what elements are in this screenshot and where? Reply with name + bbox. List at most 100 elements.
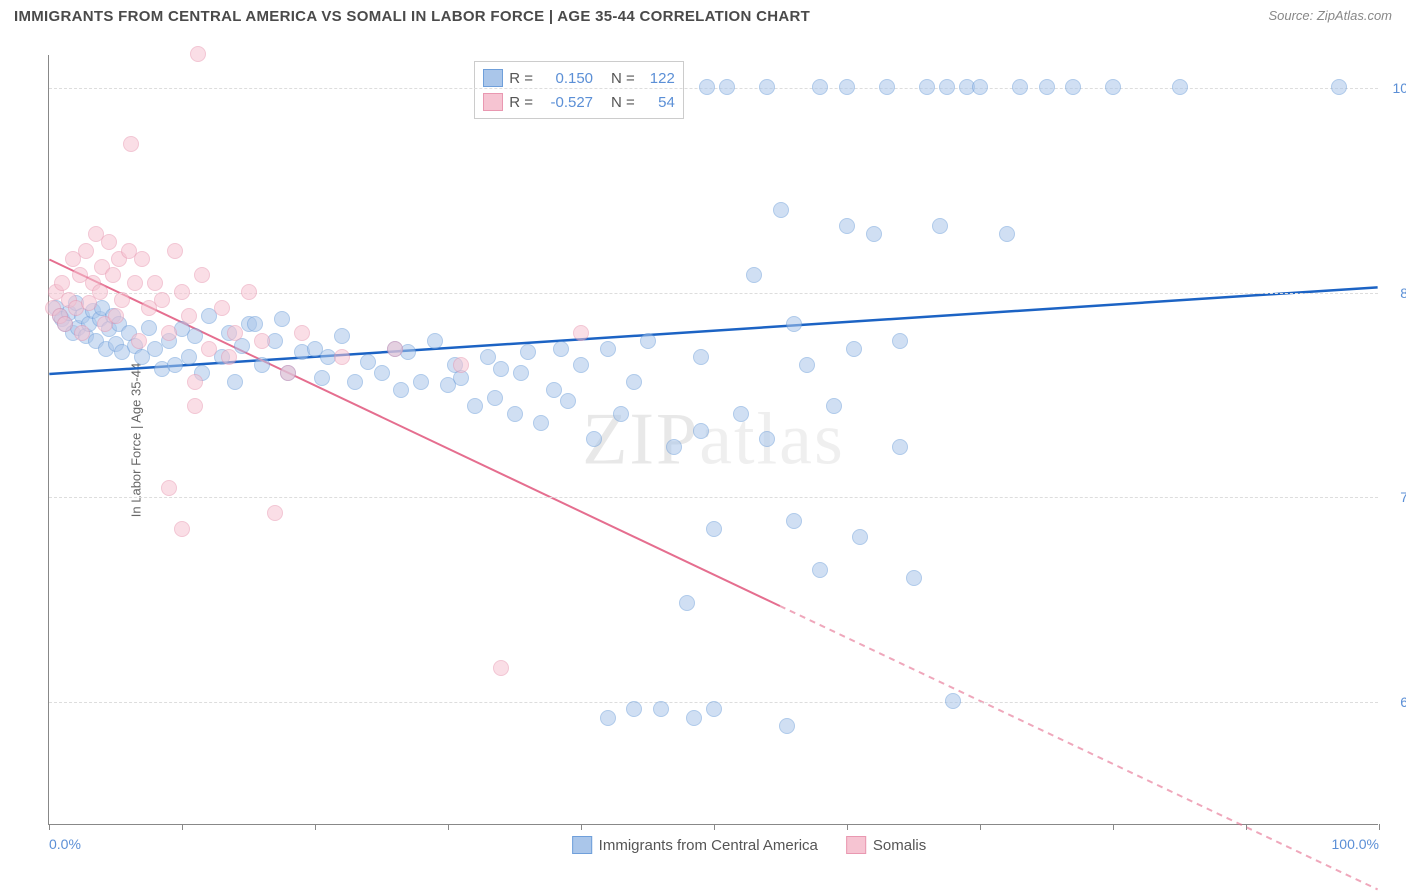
scatter-point [939,79,955,95]
y-tick-label: 62.5% [1400,694,1406,710]
scatter-point [187,328,203,344]
scatter-point [493,660,509,676]
scatter-point [241,284,257,300]
scatter-point [108,308,124,324]
chart-header: IMMIGRANTS FROM CENTRAL AMERICA VS SOMAL… [0,0,1406,25]
scatter-point [101,234,117,250]
scatter-point [227,374,243,390]
scatter-point [294,325,310,341]
scatter-point [892,333,908,349]
scatter-point [347,374,363,390]
stat-label: R = [509,94,533,111]
scatter-point [1039,79,1055,95]
scatter-point [773,202,789,218]
scatter-point [187,398,203,414]
scatter-point [733,406,749,422]
scatter-point [393,382,409,398]
scatter-point [560,393,576,409]
scatter-point [600,710,616,726]
x-tick [448,824,449,830]
scatter-point [699,79,715,95]
scatter-point [679,595,695,611]
scatter-point [1012,79,1028,95]
scatter-point [553,341,569,357]
scatter-point [334,349,350,365]
scatter-point [467,398,483,414]
scatter-point [759,431,775,447]
scatter-point [666,439,682,455]
plot-area: In Labor Force | Age 35-44 ZIPatlas R =0… [48,55,1378,825]
scatter-point [413,374,429,390]
scatter-point [573,325,589,341]
scatter-point [57,316,73,332]
scatter-point [360,354,376,370]
x-tick [847,824,848,830]
scatter-point [812,562,828,578]
scatter-point [227,325,243,341]
scatter-point [78,243,94,259]
chart-source: Source: ZipAtlas.com [1268,8,1392,23]
scatter-point [427,333,443,349]
scatter-point [254,357,270,373]
scatter-point [487,390,503,406]
scatter-point [839,79,855,95]
stats-row: R =-0.527N =54 [483,90,675,114]
x-tick [980,824,981,830]
scatter-point [254,333,270,349]
scatter-point [945,693,961,709]
scatter-point [131,333,147,349]
scatter-point [105,267,121,283]
series-swatch [483,93,503,111]
scatter-point [719,79,735,95]
legend-swatch [572,836,592,854]
scatter-point [147,275,163,291]
series-swatch [483,69,503,87]
scatter-point [92,284,108,300]
scatter-point [161,480,177,496]
stat-label: N = [611,70,635,87]
scatter-point [786,316,802,332]
chart-title: IMMIGRANTS FROM CENTRAL AMERICA VS SOMAL… [14,8,810,25]
scatter-point [1105,79,1121,95]
scatter-point [507,406,523,422]
y-tick-label: 87.5% [1400,285,1406,301]
scatter-point [493,361,509,377]
x-tick-label: 100.0% [1332,836,1379,852]
scatter-point [906,570,922,586]
scatter-point [314,370,330,386]
stat-label: R = [509,70,533,87]
scatter-point [221,349,237,365]
x-tick [182,824,183,830]
legend-bottom: Immigrants from Central AmericaSomalis [572,836,927,854]
scatter-point [267,505,283,521]
scatter-point [513,365,529,381]
scatter-point [972,79,988,95]
scatter-point [247,316,263,332]
scatter-point [123,136,139,152]
scatter-point [154,292,170,308]
scatter-point [786,513,802,529]
scatter-point [54,275,70,291]
x-tick [1379,824,1380,830]
scatter-point [852,529,868,545]
scatter-point [201,341,217,357]
scatter-point [626,701,642,717]
scatter-point [693,349,709,365]
n-value: 54 [641,94,675,111]
x-tick [1113,824,1114,830]
scatter-point [161,325,177,341]
scatter-point [114,292,130,308]
scatter-point [187,374,203,390]
x-tick [1246,824,1247,830]
legend-label: Somalis [873,837,926,854]
scatter-point [214,300,230,316]
scatter-point [174,521,190,537]
scatter-point [181,308,197,324]
scatter-point [640,333,656,349]
scatter-point [812,79,828,95]
scatter-point [779,718,795,734]
legend-swatch [846,836,866,854]
scatter-point [274,311,290,327]
scatter-point [653,701,669,717]
scatter-point [134,251,150,267]
